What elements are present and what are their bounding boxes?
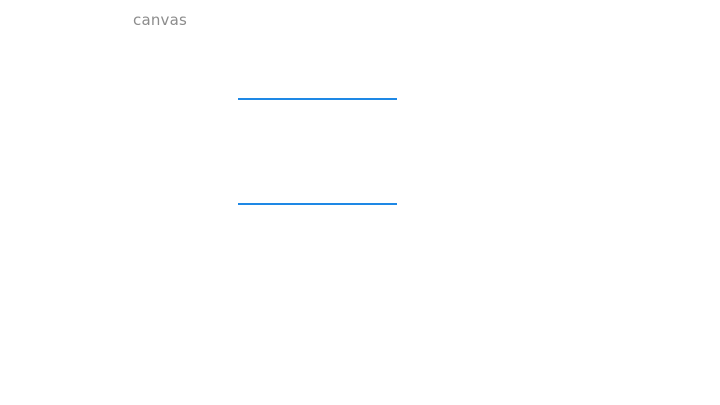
canvas-label: canvas bbox=[133, 11, 188, 29]
text-field-2[interactable] bbox=[238, 183, 397, 205]
text-field-1[interactable] bbox=[238, 78, 397, 100]
